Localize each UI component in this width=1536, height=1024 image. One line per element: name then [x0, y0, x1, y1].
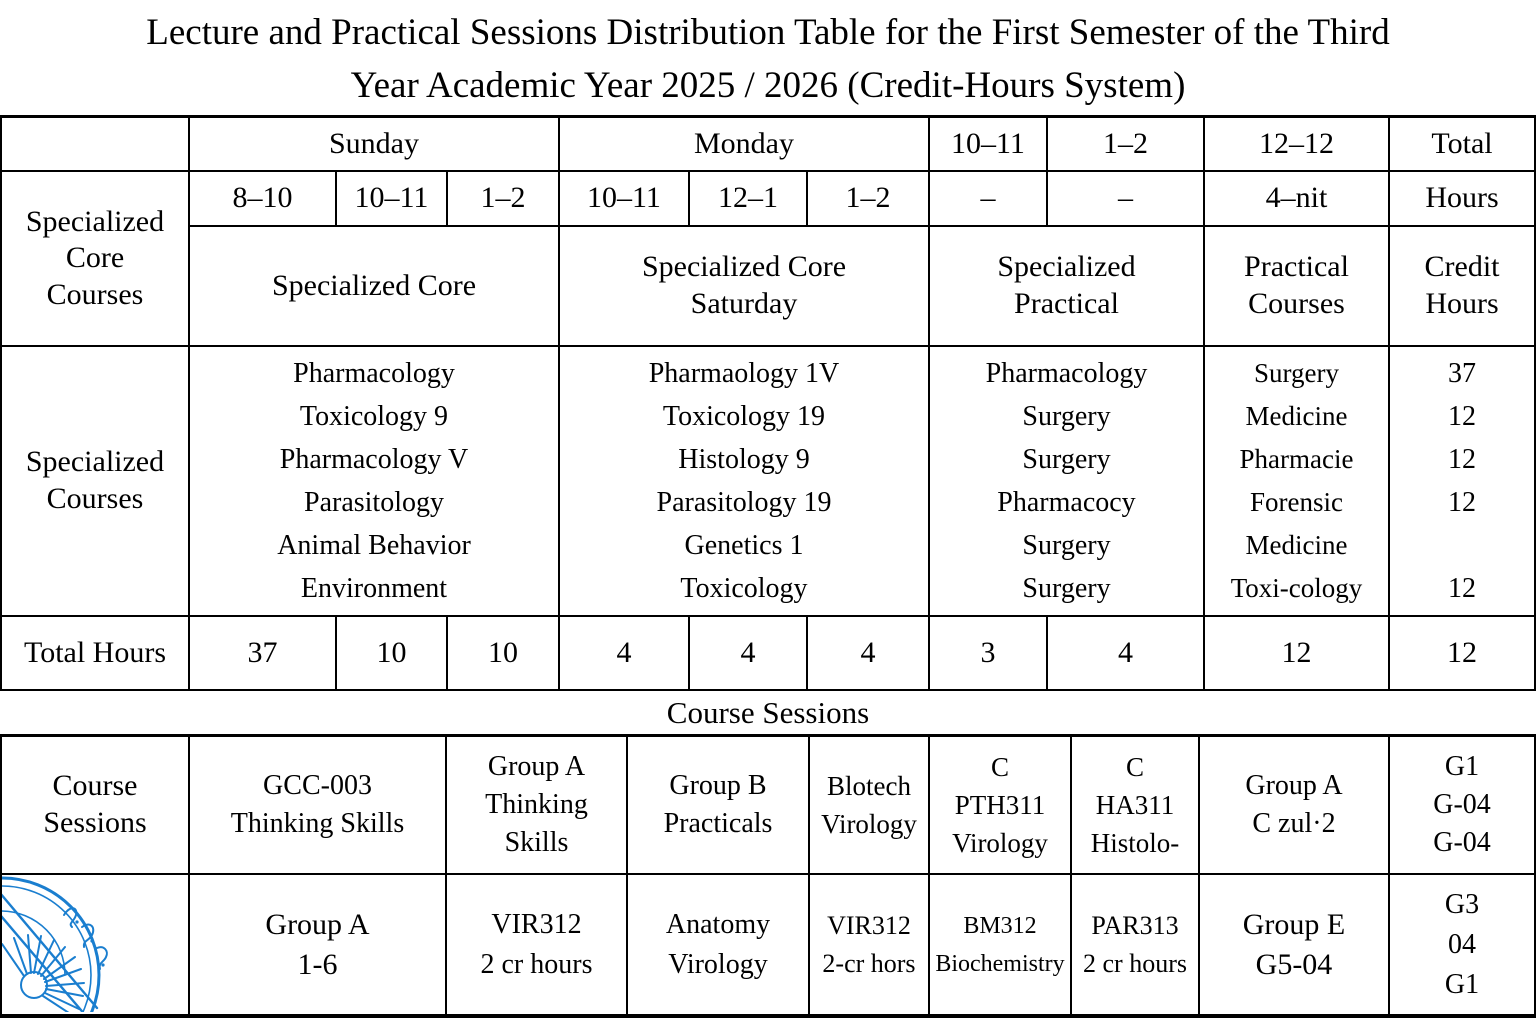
time-slot-cell: 1–2	[808, 172, 930, 227]
time-slot-cell: Hours	[1390, 172, 1536, 227]
total-hours-label: Total Hours	[2, 617, 190, 691]
time-slot-cell: –	[1048, 172, 1205, 227]
session-cell-groups-g3: G3 04 G1	[1390, 875, 1536, 1018]
time-slot-cell: 12–1	[690, 172, 808, 227]
session-cell-blotech-virology: Blotech Virology	[810, 737, 930, 875]
day-header-slot-1-2: 1–2	[1048, 118, 1205, 172]
session-cell-group-a-1-6: Group A 1-6	[190, 875, 447, 1018]
time-slot-cell: 1–2	[448, 172, 560, 227]
total-hours-value: 12	[1205, 617, 1390, 691]
monday-course-list: Pharmaology 1V Toxicology 19 Histology 9…	[560, 347, 930, 617]
session-cell-group-e: Group E G5-04	[1200, 875, 1390, 1018]
corner-empty-cell	[2, 118, 190, 172]
day-header-monday: Monday	[560, 118, 930, 172]
total-hours-value: 37	[190, 617, 337, 691]
schedule-table-lower: Course Sessions GCC-003 Thinking Skills …	[0, 737, 1536, 1018]
schedule-table-upper: Sunday Monday 10–11 1–2 12–12 Total Spec…	[0, 115, 1536, 691]
total-hours-value: 3	[930, 617, 1048, 691]
row-header-course-sessions: Course Sessions	[2, 737, 190, 875]
time-slot-cell: 8–10	[190, 172, 337, 227]
session-cell-bm312-biochemistry: BM312 Biochemistry	[930, 875, 1072, 1018]
stamp-cell	[2, 875, 190, 1018]
category-credit-hours: Credit Hours	[1390, 227, 1536, 347]
category-practical-courses: Practical Courses	[1205, 227, 1390, 347]
total-hours-value: 10	[337, 617, 448, 691]
sunday-course-list: Pharmacology Toxicology 9 Pharmacology V…	[190, 347, 560, 617]
day-header-total: Total	[1390, 118, 1536, 172]
category-specialized-practical: Specialized Practical	[930, 227, 1205, 347]
session-cell-group-b-practicals: Group B Practicals	[628, 737, 810, 875]
specialized-practical-list: Pharmacology Surgery Surgery Pharmacocy …	[930, 347, 1205, 617]
total-hours-value: 4	[560, 617, 690, 691]
session-cell-pth311: C PTH311 Virology	[930, 737, 1072, 875]
university-stamp-logo	[2, 876, 108, 1012]
page-title: Lecture and Practical Sessions Distribut…	[0, 0, 1536, 115]
session-cell-gcc003: GCC-003 Thinking Skills	[190, 737, 447, 875]
session-cell-vir312-2cr: VIR312 2-cr hors	[810, 875, 930, 1018]
time-slot-cell: 4–nit	[1205, 172, 1390, 227]
total-hours-value: 4	[1048, 617, 1205, 691]
course-sessions-band: Course Sessions	[0, 691, 1536, 737]
session-cell-groups-g1: G1 G-04 G-04	[1390, 737, 1536, 875]
day-header-slot-12-12: 12–12	[1205, 118, 1390, 172]
page-title-line1: Lecture and Practical Sessions Distribut…	[146, 12, 1390, 53]
row-header-specialized-courses: Specialized Courses	[2, 347, 190, 617]
category-specialized-core-saturday: Specialized Core Saturday	[560, 227, 930, 347]
session-cell-par313: PAR313 2 cr hours	[1072, 875, 1200, 1018]
credit-hours-list: 37 12 12 12 12	[1390, 347, 1536, 617]
day-header-sunday: Sunday	[190, 118, 560, 172]
session-cell-group-a: Group A C zul·2	[1200, 737, 1390, 875]
day-header-slot-10-11: 10–11	[930, 118, 1048, 172]
time-slot-cell: 10–11	[560, 172, 690, 227]
session-cell-vir312: VIR312 2 cr hours	[447, 875, 628, 1018]
total-hours-value: 10	[448, 617, 560, 691]
session-cell-group-a-thinking: Group A Thinking Skills	[447, 737, 628, 875]
total-hours-value: 4	[808, 617, 930, 691]
session-cell-ha311: C HA311 Histolo-	[1072, 737, 1200, 875]
practical-courses-list: Surgery Medicine Pharmacie Forensic Medi…	[1205, 347, 1390, 617]
total-hours-value: 4	[690, 617, 808, 691]
page-title-line2: Year Academic Year 2025 / 2026 (Credit-H…	[350, 65, 1186, 106]
time-slot-cell: –	[930, 172, 1048, 227]
total-hours-value: 12	[1390, 617, 1536, 691]
row-header-specialized-core-courses: Specialized Core Courses	[2, 172, 190, 347]
time-slot-cell: 10–11	[337, 172, 448, 227]
category-specialized-core: Specialized Core	[190, 227, 560, 347]
session-cell-anatomy-virology: Anatomy Virology	[628, 875, 810, 1018]
